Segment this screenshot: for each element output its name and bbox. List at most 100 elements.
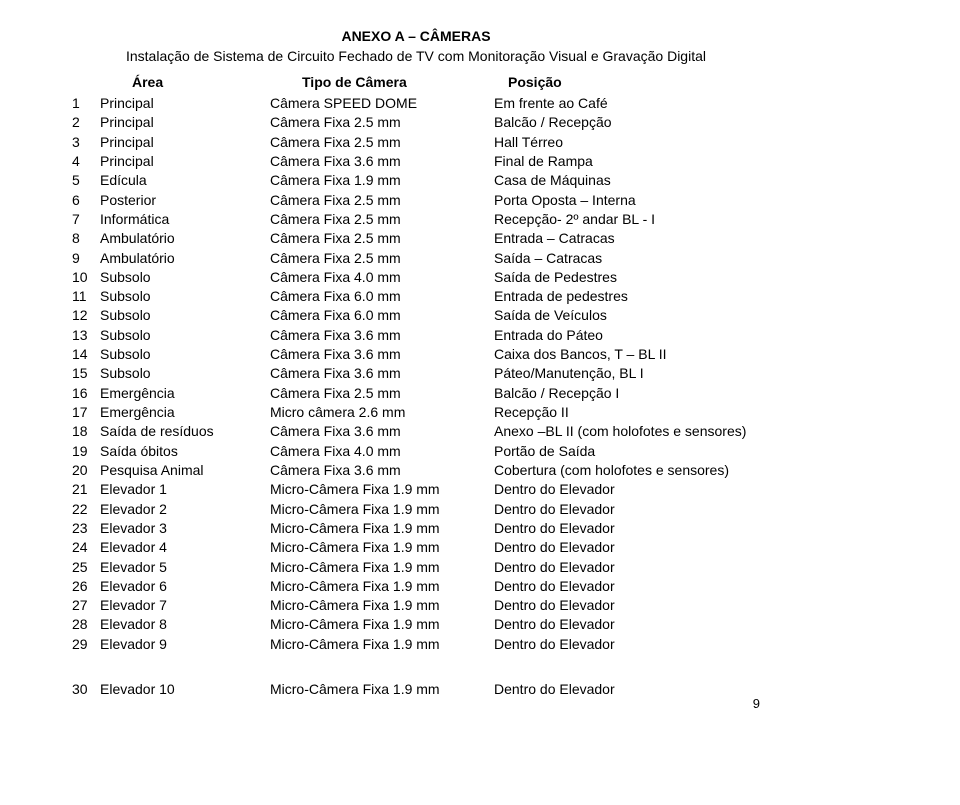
cell-posicao: Balcão / Recepção I [494,384,760,403]
cell-posicao: Balcão / Recepção [494,113,760,132]
cell-area: Ambulatório [100,249,270,268]
document-page: ANEXO A – CÂMERAS Instalação de Sistema … [0,0,824,719]
cell-area: Elevador 4 [100,538,270,557]
cell-num: 29 [72,635,100,654]
cell-posicao: Dentro do Elevador [494,680,760,699]
cell-area: Subsolo [100,306,270,325]
table-row: 28Elevador 8Micro-Câmera Fixa 1.9 mmDent… [72,615,760,634]
cell-posicao: Recepção- 2º andar BL - I [494,210,760,229]
table-row: 27Elevador 7Micro-Câmera Fixa 1.9 mmDent… [72,596,760,615]
cell-num: 28 [72,615,100,634]
page-number: 9 [753,696,760,711]
cell-num: 9 [72,249,100,268]
cell-camera: Micro-Câmera Fixa 1.9 mm [270,538,494,557]
table-header: Área Tipo de Câmera Posição [72,74,760,90]
cell-camera: Câmera Fixa 2.5 mm [270,210,494,229]
cell-num: 25 [72,558,100,577]
cell-camera: Câmera Fixa 1.9 mm [270,171,494,190]
cell-num: 17 [72,403,100,422]
cell-camera: Câmera Fixa 3.6 mm [270,461,494,480]
table-row: 19Saída óbitosCâmera Fixa 4.0 mmPortão d… [72,442,760,461]
cell-camera: Câmera Fixa 4.0 mm [270,442,494,461]
cell-camera: Câmera Fixa 3.6 mm [270,152,494,171]
cell-posicao: Casa de Máquinas [494,171,760,190]
cell-camera: Câmera Fixa 3.6 mm [270,422,494,441]
cell-area: Elevador 7 [100,596,270,615]
cell-num: 19 [72,442,100,461]
cell-num: 22 [72,500,100,519]
cell-camera: Câmera Fixa 6.0 mm [270,306,494,325]
cell-area: Principal [100,113,270,132]
cell-posicao: Dentro do Elevador [494,538,760,557]
cell-camera: Micro-Câmera Fixa 1.9 mm [270,615,494,634]
cell-num: 12 [72,306,100,325]
table-row: 22Elevador 2Micro-Câmera Fixa 1.9 mmDent… [72,500,760,519]
cell-camera: Câmera Fixa 2.5 mm [270,249,494,268]
cell-camera: Câmera Fixa 3.6 mm [270,364,494,383]
cell-area: Emergência [100,403,270,422]
table-row: 25Elevador 5Micro-Câmera Fixa 1.9 mmDent… [72,558,760,577]
table-row: 5EdículaCâmera Fixa 1.9 mmCasa de Máquin… [72,171,760,190]
cell-camera: Micro-Câmera Fixa 1.9 mm [270,680,494,699]
table-row: 11SubsoloCâmera Fixa 6.0 mmEntrada de pe… [72,287,760,306]
cell-area: Principal [100,94,270,113]
table-row: 12SubsoloCâmera Fixa 6.0 mmSaída de Veíc… [72,306,760,325]
cell-num: 1 [72,94,100,113]
cell-num: 27 [72,596,100,615]
cell-camera: Micro-Câmera Fixa 1.9 mm [270,558,494,577]
table-row: 24Elevador 4Micro-Câmera Fixa 1.9 mmDent… [72,538,760,557]
cell-camera: Micro câmera 2.6 mm [270,403,494,422]
cell-posicao: Dentro do Elevador [494,596,760,615]
cell-posicao: Caixa dos Bancos, T – BL II [494,345,760,364]
table-row: 15SubsoloCâmera Fixa 3.6 mmPáteo/Manuten… [72,364,760,383]
cell-num: 10 [72,268,100,287]
cell-area: Posterior [100,191,270,210]
table-gap [72,654,760,680]
cell-num: 8 [72,229,100,248]
cell-area: Elevador 5 [100,558,270,577]
cell-area: Subsolo [100,345,270,364]
cell-num: 18 [72,422,100,441]
cell-camera: Câmera Fixa 3.6 mm [270,345,494,364]
cell-num: 3 [72,133,100,152]
table-row: 17EmergênciaMicro câmera 2.6 mmRecepção … [72,403,760,422]
cell-posicao: Dentro do Elevador [494,500,760,519]
cell-area: Saída óbitos [100,442,270,461]
table-row: 3PrincipalCâmera Fixa 2.5 mmHall Térreo [72,133,760,152]
cell-camera: Câmera Fixa 2.5 mm [270,384,494,403]
cell-area: Ambulatório [100,229,270,248]
cell-area: Saída de resíduos [100,422,270,441]
camera-table-main: 1PrincipalCâmera SPEED DOMEEm frente ao … [72,94,760,654]
table-row: 13SubsoloCâmera Fixa 3.6 mmEntrada do Pá… [72,326,760,345]
cell-num: 24 [72,538,100,557]
table-row: 23Elevador 3Micro-Câmera Fixa 1.9 mmDent… [72,519,760,538]
doc-subtitle: Instalação de Sistema de Circuito Fechad… [72,48,760,64]
cell-area: Subsolo [100,326,270,345]
cell-posicao: Dentro do Elevador [494,558,760,577]
cell-camera: Câmera Fixa 2.5 mm [270,133,494,152]
table-row: 29Elevador 9Micro-Câmera Fixa 1.9 mmDent… [72,635,760,654]
cell-area: Elevador 2 [100,500,270,519]
table-row: 6PosteriorCâmera Fixa 2.5 mmPorta Oposta… [72,191,760,210]
cell-posicao: Dentro do Elevador [494,577,760,596]
cell-posicao: Porta Oposta – Interna [494,191,760,210]
cell-posicao: Saída de Veículos [494,306,760,325]
cell-posicao: Dentro do Elevador [494,519,760,538]
cell-num: 5 [72,171,100,190]
cell-posicao: Em frente ao Café [494,94,760,113]
cell-area: Subsolo [100,287,270,306]
cell-posicao: Páteo/Manutenção, BL I [494,364,760,383]
cell-posicao: Cobertura (com holofotes e sensores) [494,461,760,480]
header-area: Área [132,74,302,90]
cell-area: Edícula [100,171,270,190]
cell-area: Elevador 8 [100,615,270,634]
cell-num: 14 [72,345,100,364]
cell-num: 26 [72,577,100,596]
cell-num: 30 [72,680,100,699]
cell-posicao: Hall Térreo [494,133,760,152]
table-row: 21Elevador 1Micro-Câmera Fixa 1.9 mmDent… [72,480,760,499]
cell-area: Subsolo [100,364,270,383]
table-row: 1PrincipalCâmera SPEED DOMEEm frente ao … [72,94,760,113]
cell-num: 7 [72,210,100,229]
cell-camera: Câmera Fixa 4.0 mm [270,268,494,287]
